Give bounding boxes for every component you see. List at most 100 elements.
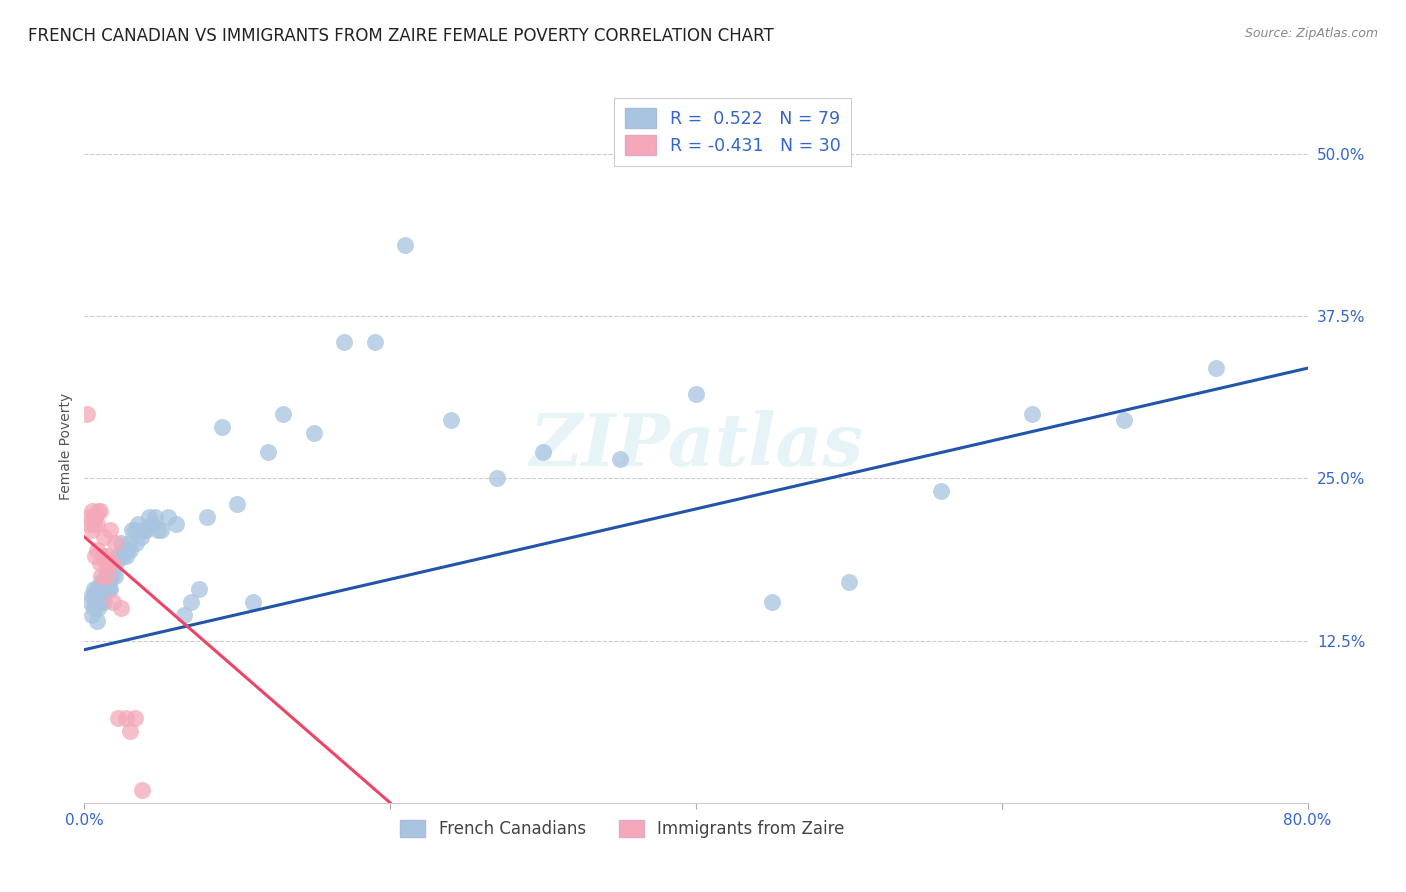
Point [96, 582, 118, 596]
Point [124, 524, 146, 538]
Point [165, 516, 187, 531]
Point [127, 516, 149, 531]
Point [226, 497, 249, 511]
Point [89, 582, 111, 596]
Point [440, 413, 463, 427]
Point [103, 562, 125, 576]
Point [84, 595, 107, 609]
Point [91, 582, 114, 596]
Point [120, 542, 142, 557]
Point [97, 582, 120, 596]
Point [124, 711, 146, 725]
Point [143, 510, 166, 524]
Point [98, 582, 121, 596]
Point [364, 335, 387, 350]
Point [103, 595, 125, 609]
Point [89, 504, 111, 518]
Point [84, 549, 107, 564]
Point [96, 568, 118, 582]
Point [87, 601, 110, 615]
Point [87, 504, 110, 518]
Point [135, 524, 157, 538]
Point [104, 556, 127, 570]
Point [104, 568, 127, 582]
Point [188, 582, 211, 596]
Point [110, 536, 132, 550]
Point [91, 549, 114, 564]
Point [531, 445, 554, 459]
Point [80, 504, 103, 518]
Point [83, 582, 105, 596]
Point [114, 711, 136, 725]
Point [83, 516, 105, 531]
Point [195, 510, 218, 524]
Point [257, 445, 280, 459]
Text: ZIPatlas: ZIPatlas [529, 410, 863, 482]
Point [96, 549, 118, 564]
Point [76, 407, 98, 421]
Point [108, 549, 131, 564]
Point [180, 595, 202, 609]
Point [86, 614, 108, 628]
Point [90, 568, 112, 582]
Point [1205, 361, 1227, 376]
Point [302, 425, 325, 440]
Point [84, 510, 107, 524]
Point [105, 556, 128, 570]
Point [111, 549, 134, 564]
Point [79, 516, 101, 531]
Point [94, 582, 117, 596]
Point [107, 711, 129, 725]
Text: FRENCH CANADIAN VS IMMIGRANTS FROM ZAIRE FEMALE POVERTY CORRELATION CHART: FRENCH CANADIAN VS IMMIGRANTS FROM ZAIRE… [28, 27, 773, 45]
Point [107, 549, 129, 564]
Point [1021, 407, 1043, 421]
Point [101, 556, 124, 570]
Point [93, 530, 115, 544]
Point [94, 556, 117, 570]
Point [80, 607, 103, 622]
Point [104, 536, 127, 550]
Point [333, 335, 356, 350]
Point [157, 510, 180, 524]
Point [609, 452, 631, 467]
Point [86, 582, 108, 596]
Text: Source: ZipAtlas.com: Source: ZipAtlas.com [1244, 27, 1378, 40]
Point [101, 568, 124, 582]
Point [118, 536, 141, 550]
Point [173, 607, 195, 622]
Point [120, 724, 142, 739]
Point [84, 588, 107, 602]
Point [211, 419, 233, 434]
Point [242, 595, 264, 609]
Point [93, 575, 115, 590]
Point [87, 588, 110, 602]
Point [89, 595, 111, 609]
Point [93, 595, 115, 609]
Point [80, 524, 103, 538]
Point [121, 524, 143, 538]
Point [838, 575, 860, 590]
Point [271, 407, 294, 421]
Point [97, 556, 120, 570]
Point [79, 595, 101, 609]
Point [131, 782, 153, 797]
Point [97, 575, 120, 590]
Point [141, 516, 163, 531]
Point [98, 568, 121, 582]
Point [125, 536, 148, 550]
Point [91, 588, 114, 602]
Point [1114, 413, 1136, 427]
Point [80, 588, 103, 602]
Point [96, 568, 118, 582]
Point [685, 387, 707, 401]
Point [146, 524, 169, 538]
Point [89, 556, 111, 570]
Point [90, 595, 112, 609]
Point [94, 568, 117, 582]
Y-axis label: Female Poverty: Female Poverty [59, 392, 73, 500]
Point [486, 471, 509, 485]
Point [90, 575, 112, 590]
Point [129, 530, 152, 544]
Point [114, 549, 136, 564]
Point [83, 601, 105, 615]
